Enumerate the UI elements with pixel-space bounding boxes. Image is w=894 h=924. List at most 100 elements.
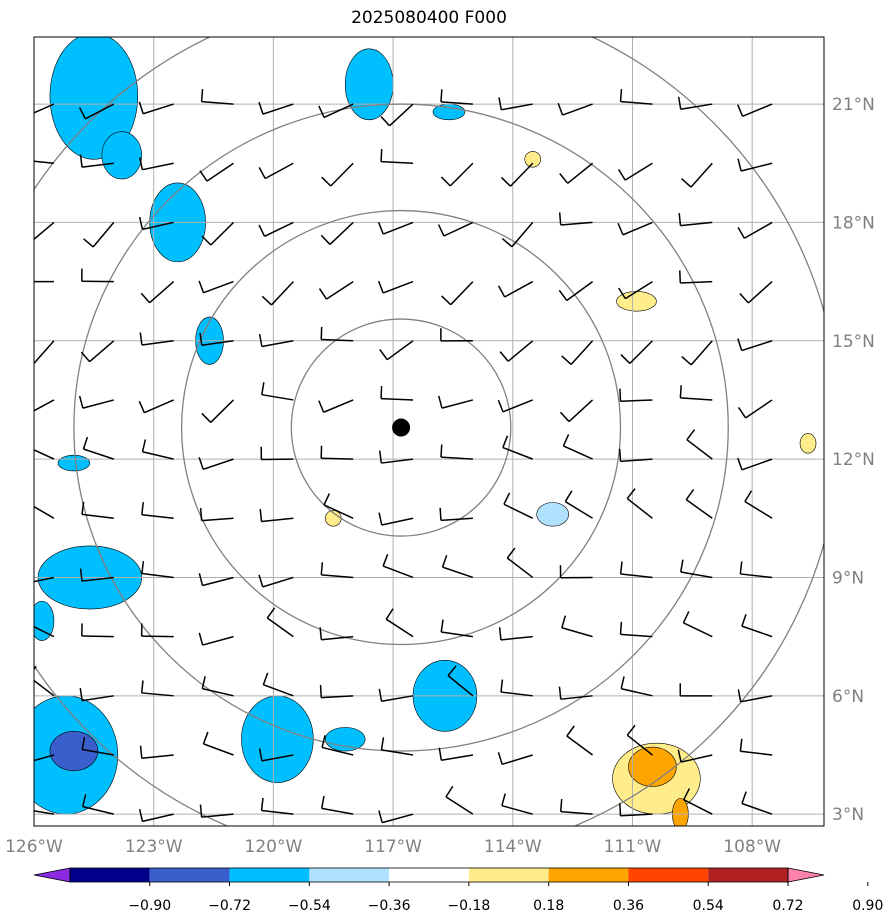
wind-barb [741, 613, 773, 638]
storm-center-marker [392, 418, 411, 437]
barb-shaft [381, 458, 414, 464]
wind-barb [619, 561, 653, 579]
lat-tick-label: 3°N [832, 805, 864, 825]
barb-flag [378, 810, 383, 823]
barb-flag [741, 613, 747, 627]
barb-flag [739, 738, 743, 752]
barb-shaft [142, 162, 174, 171]
barb-shaft [210, 399, 235, 423]
barb-flag [319, 627, 323, 640]
barb-flag [199, 332, 203, 346]
lon-tick-label: 117°W [364, 837, 422, 857]
wind-barb [558, 686, 593, 700]
barb-shaft [626, 734, 653, 756]
barb-flag [258, 574, 264, 588]
barb-shaft [81, 162, 114, 168]
barb-shaft [561, 627, 593, 638]
wind-barb [81, 501, 114, 520]
wind-barb [138, 101, 174, 115]
wind-barb [677, 749, 713, 763]
wind-barb [34, 505, 55, 519]
barb-shaft [82, 695, 114, 702]
wind-barb [620, 676, 653, 697]
barb-flag [199, 170, 208, 182]
barb-flag [618, 287, 627, 300]
barb-flag [199, 507, 203, 521]
wind-barb [562, 434, 593, 460]
barb-flag [23, 356, 32, 364]
wind-barb [140, 281, 175, 304]
wind-barb [385, 608, 414, 638]
wind-barb [259, 508, 294, 523]
wind-barb [498, 97, 533, 111]
barb-flag [141, 502, 144, 515]
wind-barb [618, 280, 653, 300]
barb-shaft [568, 399, 594, 423]
wind-barb [617, 162, 653, 181]
colorbar-segment [309, 868, 390, 882]
wind-barb [138, 808, 174, 823]
barb-flag [503, 492, 511, 505]
barb-flag [198, 573, 204, 586]
barb-flag [438, 395, 443, 409]
barb-shaft [449, 162, 474, 187]
barb-flag [737, 104, 744, 117]
barb-flag [744, 490, 753, 502]
colorbar-tick-label: −0.72 [208, 898, 251, 914]
barb-flag [141, 439, 147, 452]
barb-flag [558, 212, 562, 226]
barb-flag [501, 237, 513, 248]
barb-shaft [141, 514, 174, 520]
wind-barb [380, 149, 414, 164]
barb-shaft [141, 572, 174, 579]
barb-flag [445, 785, 454, 798]
barb-flag [141, 680, 144, 694]
barb-shaft [511, 221, 534, 248]
barb-shaft [747, 281, 773, 304]
wind-barb [199, 804, 234, 818]
barb-flag [562, 434, 570, 447]
wind-barb [441, 554, 474, 579]
barb-flag [441, 554, 448, 568]
barb-flag [557, 102, 564, 116]
barb-flag [198, 457, 204, 470]
barb-shaft [741, 625, 773, 638]
barb-shaft [442, 566, 474, 579]
barb-shaft [562, 103, 593, 116]
barb-shaft [740, 750, 773, 756]
barb-flag [559, 798, 563, 812]
barb-flag [737, 158, 742, 172]
barb-shaft [500, 635, 533, 641]
barb-shaft [261, 393, 294, 401]
wind-barb [258, 101, 294, 115]
barb-shaft [82, 748, 114, 756]
wind-barb [506, 547, 534, 579]
barb-flag [138, 101, 144, 114]
map-frame [33, 36, 825, 827]
barb-flag [83, 238, 94, 248]
barb-shaft [381, 749, 414, 756]
wind-barb [320, 795, 354, 815]
barb-shaft [202, 576, 234, 587]
colorbar-tick-label: −0.36 [368, 898, 411, 914]
barb-flag [262, 672, 269, 685]
wind-barb [559, 565, 593, 579]
barb-shaft [261, 340, 294, 348]
barb-flag [320, 795, 325, 809]
barb-flag [620, 354, 631, 364]
lat-lon-gridlines [34, 37, 824, 826]
barb-shaft [321, 635, 354, 641]
wind-barb [79, 688, 114, 702]
wind-barb [380, 103, 414, 127]
barb-flag [380, 149, 383, 162]
wind-barb [141, 502, 174, 520]
barb-flag [139, 157, 144, 170]
wind-barb [140, 623, 174, 638]
barb-shaft [85, 103, 115, 120]
barb-shaft [330, 162, 354, 187]
barb-flag [323, 493, 331, 506]
barb-flag [79, 154, 83, 168]
barb-shaft [261, 809, 294, 815]
range-ring [290, 318, 512, 537]
wind-barb [378, 450, 414, 464]
